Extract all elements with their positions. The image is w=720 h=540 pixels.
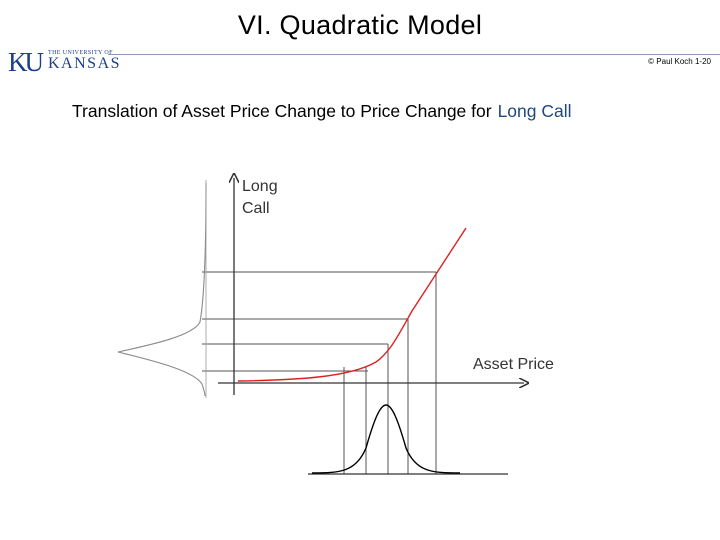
header-rule	[108, 54, 720, 55]
slide-title: VI. Quadratic Model	[237, 10, 483, 40]
output-distribution-curve	[117, 182, 207, 397]
x-axis-label: Asset Price	[473, 356, 554, 373]
logo-kansas: KANSAS	[48, 55, 122, 72]
y-axis-label-line2: Call	[242, 200, 270, 217]
horizontal-projection-lines	[202, 271, 436, 372]
copyright-note: © Paul Koch 1-20	[648, 57, 711, 66]
slide-subtitle: Translation of Asset Price Change to Pri…	[72, 101, 572, 122]
input-distribution-curve	[311, 404, 461, 474]
long-call-payoff-curve	[237, 227, 467, 382]
subtitle-accent: Long Call	[497, 101, 572, 121]
logo-ku-monogram: KU	[8, 47, 44, 77]
ku-logo: KU THE UNIVERSITY OF KANSAS	[8, 47, 120, 77]
logo-university-line: THE UNIVERSITY OF	[48, 50, 113, 56]
y-axis-label-line1: Long	[242, 178, 278, 195]
subtitle-text: Translation of Asset Price Change to Pri…	[72, 101, 492, 121]
vertical-projection-lines	[343, 272, 437, 474]
